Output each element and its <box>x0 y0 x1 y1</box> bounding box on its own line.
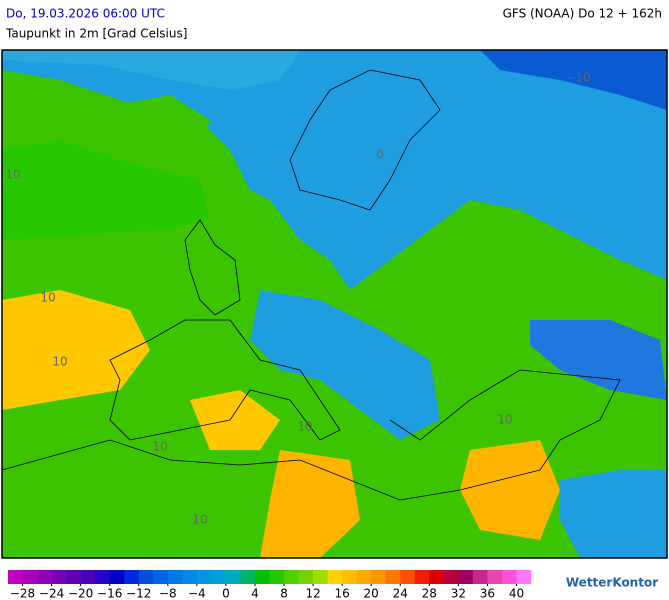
map: 10 −10 10 10 10 10 10 10 0 <box>1 49 668 559</box>
colorbar-cell <box>37 570 52 584</box>
colorbar-cell <box>167 570 183 584</box>
colorbar-tick-label: −8 <box>159 587 177 600</box>
colorbar-cell <box>95 570 110 584</box>
colorbar-cell <box>400 570 416 584</box>
colorbar-cell <box>429 570 445 584</box>
colorbar-cell <box>342 570 357 584</box>
contour-label: 10 <box>297 420 312 434</box>
colorbar-tick-label: −4 <box>188 587 206 600</box>
colorbar-tick-label: −12 <box>126 587 151 600</box>
colorbar-cell <box>414 570 430 584</box>
contour-label: 10 <box>40 291 55 305</box>
colorbar-cell <box>487 570 503 584</box>
contour-label: 10 <box>152 440 167 454</box>
colorbar-cell <box>356 570 372 584</box>
date-title: Do, 19.03.2026 06:00 UTC <box>6 7 165 21</box>
colorbar-cell <box>196 570 212 584</box>
colorbar-tick-label: 24 <box>393 587 408 600</box>
colorbar-cell <box>211 570 227 584</box>
contour-label: 0 <box>376 148 384 162</box>
colorbar-cell <box>51 570 67 584</box>
colorbar-tick-label: 32 <box>451 587 466 600</box>
colorbar-cell <box>66 570 81 584</box>
colorbar-cell <box>109 570 125 584</box>
colorbar-cell <box>443 570 459 584</box>
colorbar-cell <box>284 570 299 584</box>
colorbar: −28 −24 −20 −16 −12 −8 −4 0 4 8 12 16 20 24 28 32 36 40 <box>8 570 532 600</box>
colorbar-cell <box>516 570 532 584</box>
colorbar-cell <box>153 570 169 584</box>
colorbar-tick-label: 8 <box>280 587 288 600</box>
colorbar-cell <box>472 570 488 584</box>
colorbar-tick-label: 0 <box>222 587 230 600</box>
colorbar-cell <box>327 570 343 584</box>
colorbar-cell <box>458 570 474 584</box>
colorbar-cell <box>124 570 140 584</box>
subtitle: Taupunkt in 2m [Grad Celsius] <box>5 27 187 41</box>
contour-label: 10 <box>52 355 67 369</box>
colorbar-tick-label: −24 <box>39 587 64 600</box>
colorbar-cell <box>225 570 241 584</box>
colorbar-tick-label: 28 <box>422 587 437 600</box>
colorbar-cell <box>298 570 314 584</box>
colorbar-tick-label: −16 <box>97 587 122 600</box>
logo: WetterKontor <box>566 576 658 590</box>
model-run: GFS (NOAA) Do 12 + 162h <box>503 7 662 21</box>
contour-label: 10 <box>497 413 512 427</box>
colorbar-tick-label: 4 <box>251 587 259 600</box>
colorbar-tick-label: −20 <box>68 587 93 600</box>
colorbar-cell <box>240 570 256 584</box>
colorbar-cell <box>182 570 198 584</box>
colorbar-cell <box>8 570 23 584</box>
contour-label: 10 <box>5 168 20 182</box>
colorbar-cell <box>80 570 96 584</box>
colorbar-cell <box>371 570 387 584</box>
colorbar-cell <box>385 570 401 584</box>
colorbar-cell <box>501 570 517 584</box>
colorbar-cell <box>313 570 328 584</box>
colorbar-cell <box>138 570 154 584</box>
colorbar-cell <box>254 570 270 584</box>
colorbar-tick-label: 40 <box>509 587 524 600</box>
colorbar-tick-label: −28 <box>10 587 35 600</box>
colorbar-tick-label: 16 <box>334 587 349 600</box>
colorbar-tick-label: 12 <box>305 587 320 600</box>
colorbar-tick-label: 36 <box>480 587 495 600</box>
contour-label: 10 <box>192 513 207 527</box>
colorbar-cell <box>269 570 285 584</box>
contour-label: −10 <box>565 71 590 85</box>
colorbar-tick-label: 20 <box>364 587 379 600</box>
colorbar-cell <box>22 570 38 584</box>
